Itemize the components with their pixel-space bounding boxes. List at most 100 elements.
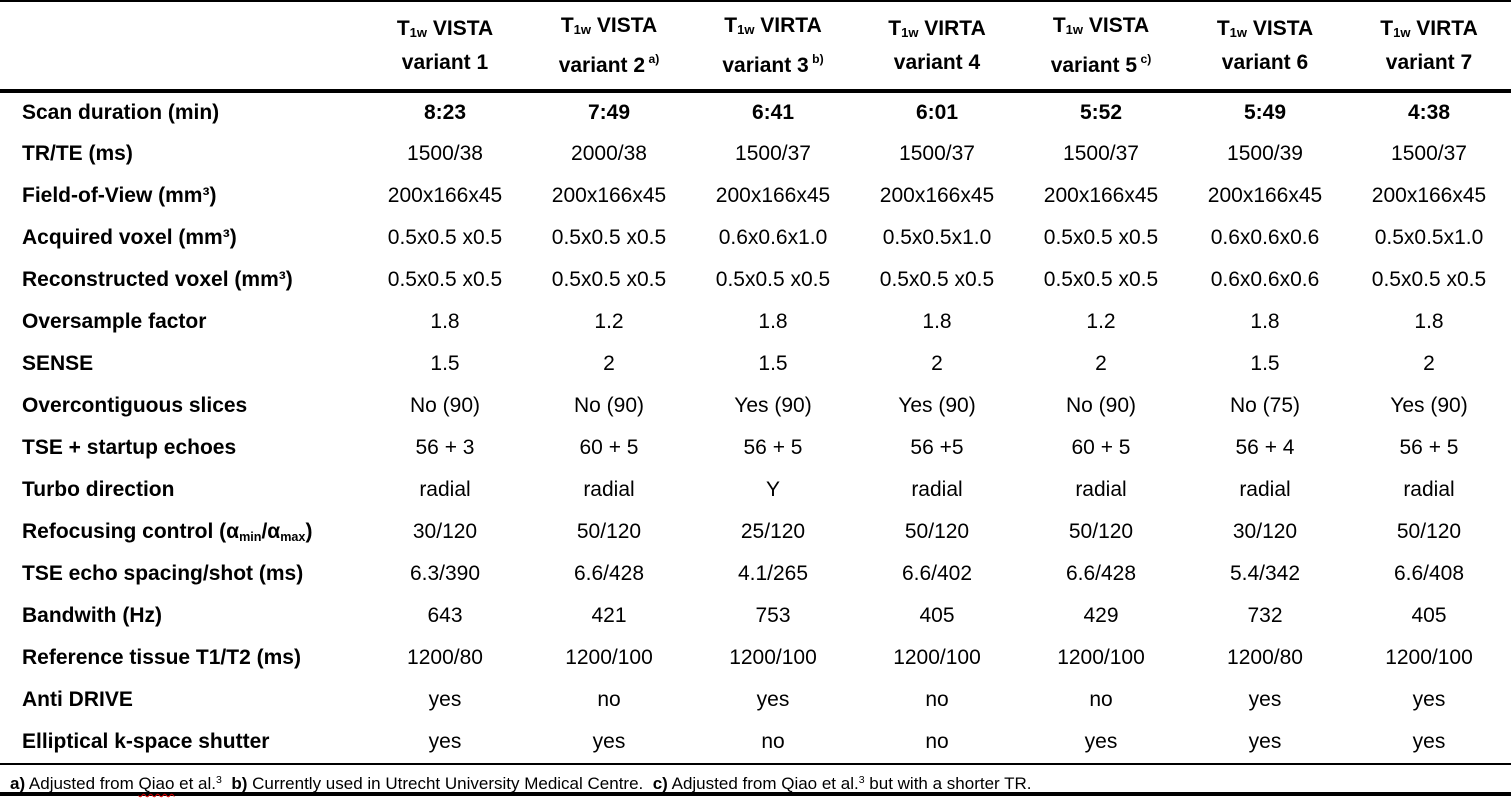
corner-cell [0,1,363,93]
cell-reconstructed-voxel-variant-5: 0.5x0.5 x0.5 [1043,268,1159,291]
cell-overcontiguous-slices-variant-5: No (90) [1065,394,1137,417]
cell-sense-variant-2: 2 [603,352,615,375]
table-footnote: a) Adjusted from Qiao et al.3 b) Current… [0,763,1511,796]
cell-tr-te-variant-4: 1500/37 [899,142,975,165]
cell-scan-duration-variant-7: 4:38 [1407,101,1451,124]
cell-tse-startup-echoes-variant-7: 56 + 5 [1399,436,1459,459]
cell-bandwith-variant-1: 643 [427,604,463,627]
table-row-anti-drive: Anti DRIVE yes no yes no no yes yes [0,679,1511,721]
table-row-tr-te: TR/TE (ms) 1500/38 2000/38 1500/37 1500/37 15… [0,133,1511,175]
cell-tse-echo-spacing-variant-7: 6.6/408 [1393,562,1465,585]
cell-field-of-view-variant-5: 200x166x45 [1043,184,1159,207]
cell-sense-variant-6: 1.5 [1250,352,1280,375]
cell-overcontiguous-slices-variant-2: No (90) [573,394,645,417]
cell-bandwith-variant-5: 429 [1083,604,1119,627]
footnote-marker: a) [10,774,26,793]
cell-scan-duration-variant-4: 6:01 [915,101,959,124]
table-row-reconstructed-voxel: Reconstructed voxel (mm³) 0.5x0.5 x0.5 0.5… [0,259,1511,301]
cell-field-of-view-variant-7: 200x166x45 [1371,184,1487,207]
cell-reconstructed-voxel-variant-3: 0.5x0.5 x0.5 [715,268,831,291]
cell-tse-echo-spacing-variant-6: 5.4/342 [1229,562,1301,585]
row-label-overcontiguous-slices: Overcontiguous slices [22,394,248,417]
row-label-scan-duration: Scan duration (min) [22,101,220,124]
cell-anti-drive-variant-2: no [597,688,621,711]
table-row-scan-duration: Scan duration (min) 8:23 7:49 6:41 6:01 5:52 5… [0,91,1511,133]
cell-elliptical-kspace-shutter-variant-3: no [761,730,785,753]
row-label-oversample-factor: Oversample factor [22,310,207,333]
footnote-marker: b) [231,774,248,793]
cell-refocusing-control-variant-3: 25/120 [740,520,806,543]
cell-reconstructed-voxel-variant-4: 0.5x0.5 x0.5 [879,268,995,291]
cell-reference-tissue-variant-3: 1200/100 [729,646,817,669]
variant-name: variant 1 [401,51,489,75]
cell-bandwith-variant-7: 405 [1411,604,1447,627]
cell-tse-echo-spacing-variant-3: 4.1/265 [737,562,809,585]
cell-reconstructed-voxel-variant-6: 0.6x0.6x0.6 [1210,268,1320,291]
cell-oversample-factor-variant-5: 1.2 [1086,310,1116,333]
footnote-marker: c) [652,774,668,793]
cell-turbo-direction-variant-6: radial [1239,478,1291,501]
cell-turbo-direction-variant-5: radial [1075,478,1127,501]
column-header-variant-5: T1w VISTA variant 5 c) [1019,1,1183,93]
row-label-bandwith: Bandwith (Hz) [22,604,162,627]
row-label-acquired-voxel: Acquired voxel (mm³) [22,226,237,249]
cell-elliptical-kspace-shutter-variant-7: yes [1412,730,1446,753]
table-body: Scan duration (min) 8:23 7:49 6:41 6:01 5:52 5… [0,91,1511,763]
cell-field-of-view-variant-1: 200x166x45 [387,184,503,207]
cell-scan-duration-variant-5: 5:52 [1079,101,1123,124]
cell-elliptical-kspace-shutter-variant-1: yes [428,730,462,753]
variant-name: variant 3 b) [722,52,824,78]
variant-name: variant 6 [1221,51,1309,75]
sequence-name: T1w VISTA [560,13,658,37]
cell-field-of-view-variant-4: 200x166x45 [879,184,995,207]
cell-scan-duration-variant-1: 8:23 [423,101,467,124]
cell-anti-drive-variant-7: yes [1412,688,1446,711]
cell-acquired-voxel-variant-1: 0.5x0.5 x0.5 [387,226,503,249]
cell-refocusing-control-variant-1: 30/120 [412,520,478,543]
row-label-reconstructed-voxel: Reconstructed voxel (mm³) [22,268,293,291]
cell-turbo-direction-variant-7: radial [1403,478,1455,501]
cell-elliptical-kspace-shutter-variant-6: yes [1248,730,1282,753]
cell-anti-drive-variant-5: no [1089,688,1113,711]
cell-refocusing-control-variant-2: 50/120 [576,520,642,543]
cell-anti-drive-variant-1: yes [428,688,462,711]
cell-field-of-view-variant-6: 200x166x45 [1207,184,1323,207]
cell-oversample-factor-variant-1: 1.8 [430,310,460,333]
cell-tr-te-variant-5: 1500/37 [1063,142,1139,165]
header-row: T1w VISTA variant 1 T1w VISTA variant 2 a) T… [0,1,1511,93]
column-header-variant-2: T1w VISTA variant 2 a) [527,1,691,93]
table-row-field-of-view: Field-of-View (mm³) 200x166x45 200x166x45 2… [0,175,1511,217]
cell-refocusing-control-variant-6: 30/120 [1232,520,1298,543]
cell-tse-startup-echoes-variant-5: 60 + 5 [1071,436,1131,459]
footnote-mark: c) [1137,52,1152,67]
table-header: T1w VISTA variant 1 T1w VISTA variant 2 a) T… [0,1,1511,93]
scan-protocol-table: T1w VISTA variant 1 T1w VISTA variant 2 a) T… [0,0,1511,763]
cell-acquired-voxel-variant-4: 0.5x0.5x1.0 [882,226,992,249]
table-row-refocusing-control: Refocusing control (αmin/αmax) 30/120 50/1… [0,511,1511,553]
cell-overcontiguous-slices-variant-4: Yes (90) [898,394,976,417]
row-label-refocusing-control: Refocusing control (αmin/αmax) [22,519,313,545]
sequence-name: T1w VIRTA [888,16,986,40]
cell-tse-echo-spacing-variant-2: 6.6/428 [573,562,645,585]
cell-sense-variant-4: 2 [931,352,943,375]
cell-tse-echo-spacing-variant-5: 6.6/428 [1065,562,1137,585]
cell-reference-tissue-variant-4: 1200/100 [893,646,981,669]
cell-bandwith-variant-4: 405 [919,604,955,627]
row-label-turbo-direction: Turbo direction [22,478,175,501]
cell-oversample-factor-variant-7: 1.8 [1414,310,1444,333]
cell-scan-duration-variant-2: 7:49 [587,101,631,124]
cell-sense-variant-5: 2 [1095,352,1107,375]
cell-acquired-voxel-variant-7: 0.5x0.5x1.0 [1374,226,1484,249]
cell-reference-tissue-variant-5: 1200/100 [1057,646,1145,669]
cell-tse-startup-echoes-variant-1: 56 + 3 [415,436,475,459]
table-row-oversample-factor: Oversample factor 1.8 1.2 1.8 1.8 1.2 1.8 1.8 [0,301,1511,343]
cell-refocusing-control-variant-7: 50/120 [1396,520,1462,543]
cell-scan-duration-variant-6: 5:49 [1243,101,1287,124]
cell-elliptical-kspace-shutter-variant-5: yes [1084,730,1118,753]
row-label-reference-tissue: Reference tissue T1/T2 (ms) [22,646,301,669]
cell-turbo-direction-variant-2: radial [583,478,635,501]
cell-tse-echo-spacing-variant-1: 6.3/390 [409,562,481,585]
cell-tr-te-variant-1: 1500/38 [407,142,483,165]
variant-name: variant 7 [1385,51,1473,75]
